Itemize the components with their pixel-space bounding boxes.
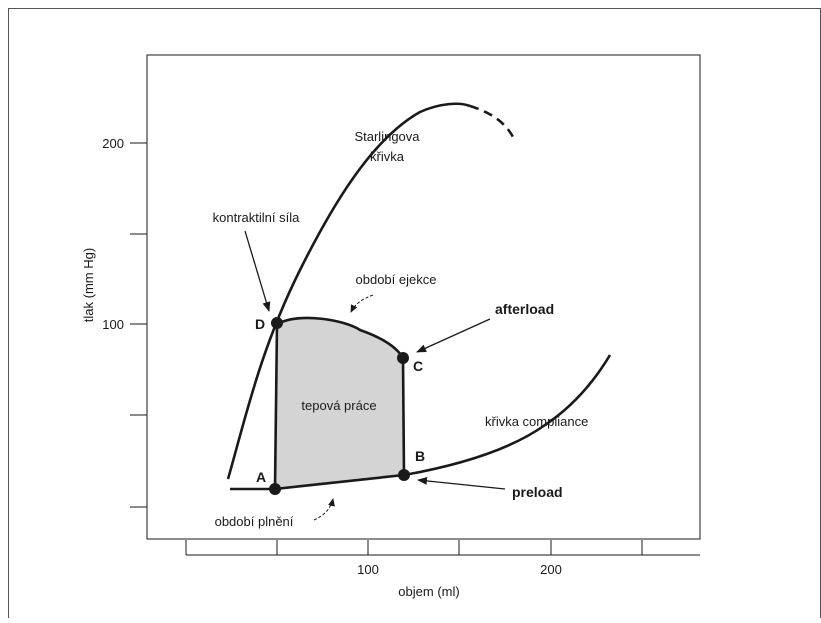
filling-arrow <box>313 498 335 521</box>
starling-label-line1: Starlingova <box>354 129 420 144</box>
compliance-curve <box>230 354 612 491</box>
point-c-label: C <box>413 358 423 374</box>
compliance-label: křivka compliance <box>485 414 588 429</box>
preload-label: preload <box>512 484 563 500</box>
y-tick-label-200: 200 <box>102 136 124 151</box>
ejection-label: období ejekce <box>356 272 437 287</box>
point-c-marker <box>397 352 409 364</box>
contractility-label: kontraktilní síla <box>213 210 300 225</box>
plot-area <box>146 54 701 540</box>
point-d-marker <box>271 317 283 329</box>
point-a-marker <box>269 483 281 495</box>
point-b-marker <box>398 469 410 481</box>
y-axis: 200 100 tlak (mm Hg) <box>81 55 148 508</box>
filling-label: období plnění <box>215 514 294 529</box>
x-axis: 100 200 objem (ml) <box>185 540 700 599</box>
starling-label-line2: křivka <box>370 149 405 164</box>
afterload-arrow <box>416 318 491 353</box>
x-tick-label-100: 100 <box>357 562 379 577</box>
point-d-label: D <box>255 316 265 332</box>
starling-curve-extension <box>469 104 515 138</box>
figure-border <box>8 8 821 623</box>
stroke-work-loop <box>273 316 406 491</box>
y-tick-label-100: 100 <box>102 317 124 332</box>
x-axis-label: objem (ml) <box>398 584 459 599</box>
preload-arrow <box>417 476 506 490</box>
y-axis-label: tlak (mm Hg) <box>81 248 96 322</box>
stroke-work-label: tepová práce <box>301 398 376 413</box>
contractility-arrow <box>244 230 271 312</box>
point-b-label: B <box>415 448 425 464</box>
x-tick-label-200: 200 <box>540 562 562 577</box>
point-a-label: A <box>256 469 266 485</box>
ejection-arrow <box>350 294 374 313</box>
starling-curve <box>226 102 471 480</box>
afterload-label: afterload <box>495 301 554 317</box>
